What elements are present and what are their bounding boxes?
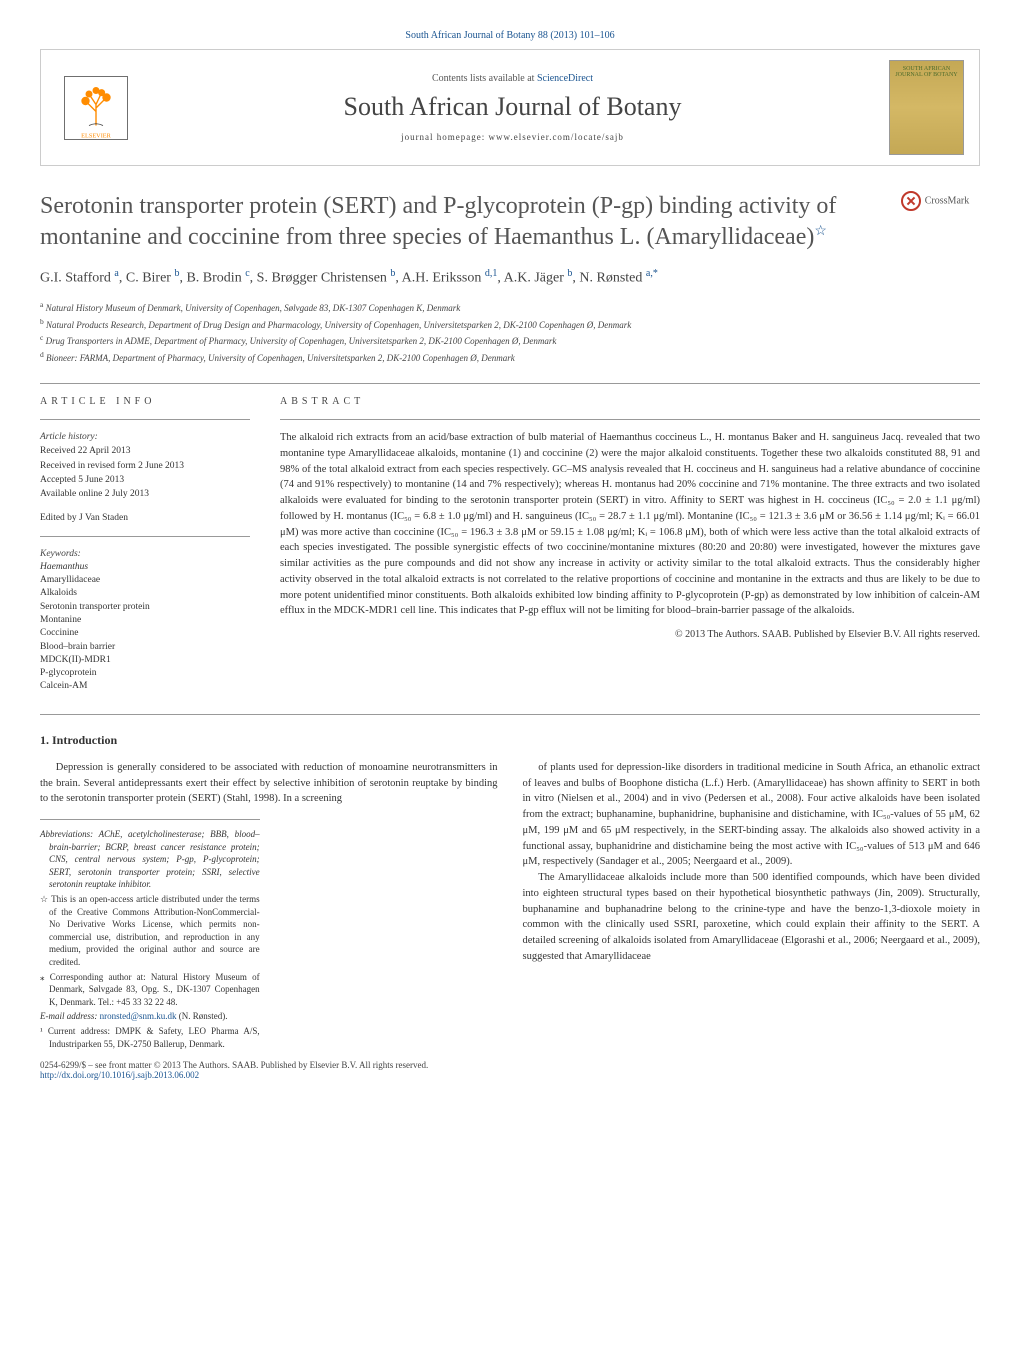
elsevier-tree-icon: ELSEVIER bbox=[61, 73, 131, 143]
article-info-sidebar: ARTICLE INFO Article history: Received 2… bbox=[40, 394, 250, 694]
footnote-corresponding: ⁎ Corresponding author at: Natural Histo… bbox=[40, 971, 260, 1009]
abstract-text: The alkaloid rich extracts from an acid/… bbox=[280, 430, 980, 619]
authors-list: G.I. Stafford a, C. Birer b, B. Brodin c… bbox=[40, 268, 980, 287]
elsevier-logo: ELSEVIER bbox=[56, 68, 136, 148]
abstract-heading: ABSTRACT bbox=[280, 394, 980, 409]
affiliations-list: a Natural History Museum of Denmark, Uni… bbox=[40, 299, 980, 365]
journal-name: South African Journal of Botany bbox=[136, 92, 889, 122]
divider bbox=[40, 383, 980, 384]
body-paragraph: of plants used for depression-like disor… bbox=[523, 760, 981, 870]
email-link[interactable]: nronsted@snm.ku.dk bbox=[100, 1011, 177, 1021]
affiliation: d Bioneer: FARMA, Department of Pharmacy… bbox=[40, 349, 980, 366]
article-info-heading: ARTICLE INFO bbox=[40, 394, 250, 409]
affiliation: b Natural Products Research, Department … bbox=[40, 316, 980, 333]
journal-homepage: journal homepage: www.elsevier.com/locat… bbox=[136, 132, 889, 142]
divider bbox=[40, 536, 250, 537]
divider bbox=[40, 419, 250, 420]
footer-copyright: 0254-6299/$ – see front matter © 2013 Th… bbox=[40, 1060, 980, 1080]
affiliation: c Drug Transporters in ADME, Department … bbox=[40, 332, 980, 349]
body-text: Depression is generally considered to be… bbox=[40, 760, 980, 1050]
edited-by: Edited by J Van Staden bbox=[40, 511, 250, 525]
doi-link[interactable]: http://dx.doi.org/10.1016/j.sajb.2013.06… bbox=[40, 1070, 199, 1080]
affiliation: a Natural History Museum of Denmark, Uni… bbox=[40, 299, 980, 316]
footnotes-block: Abbreviations: AChE, acetylcholinesteras… bbox=[40, 819, 260, 1050]
contents-available-line: Contents lists available at ScienceDirec… bbox=[136, 73, 889, 84]
footnote-current-address: ¹ Current address: DMPK & Safety, LEO Ph… bbox=[40, 1025, 260, 1050]
masthead: ELSEVIER Contents lists available at Sci… bbox=[40, 49, 980, 166]
masthead-center: Contents lists available at ScienceDirec… bbox=[136, 73, 889, 142]
journal-citation[interactable]: South African Journal of Botany 88 (2013… bbox=[40, 30, 980, 41]
keywords-list: Haemanthus Amaryllidaceae Alkaloids Sero… bbox=[40, 561, 250, 694]
footnote-openaccess: ☆ This is an open-access article distrib… bbox=[40, 893, 260, 969]
footnote-email: E-mail address: nronsted@snm.ku.dk (N. R… bbox=[40, 1010, 260, 1023]
journal-cover-thumbnail: SOUTH AFRICAN JOURNAL OF BOTANY bbox=[889, 60, 964, 155]
keywords-label: Keywords: bbox=[40, 547, 250, 561]
abstract: ABSTRACT The alkaloid rich extracts from… bbox=[280, 394, 980, 694]
openaccess-star-icon: ☆ bbox=[814, 224, 827, 239]
svg-text:ELSEVIER: ELSEVIER bbox=[81, 132, 112, 139]
body-paragraph: The Amaryllidaceae alkaloids include mor… bbox=[523, 870, 981, 965]
crossmark-icon bbox=[901, 191, 921, 211]
divider bbox=[40, 714, 980, 715]
body-paragraph: Depression is generally considered to be… bbox=[40, 760, 498, 807]
footnote-abbreviations: Abbreviations: AChE, acetylcholinesteras… bbox=[40, 828, 260, 891]
article-title: Serotonin transporter protein (SERT) and… bbox=[40, 191, 870, 253]
sciencedirect-link[interactable]: ScienceDirect bbox=[537, 73, 593, 84]
abstract-copyright: © 2013 The Authors. SAAB. Published by E… bbox=[280, 627, 980, 642]
crossmark-badge[interactable]: CrossMark bbox=[890, 191, 980, 211]
section-heading-introduction: 1. Introduction bbox=[40, 733, 980, 748]
article-history: Article history: Received 22 April 2013 … bbox=[40, 430, 250, 501]
divider bbox=[280, 419, 980, 420]
